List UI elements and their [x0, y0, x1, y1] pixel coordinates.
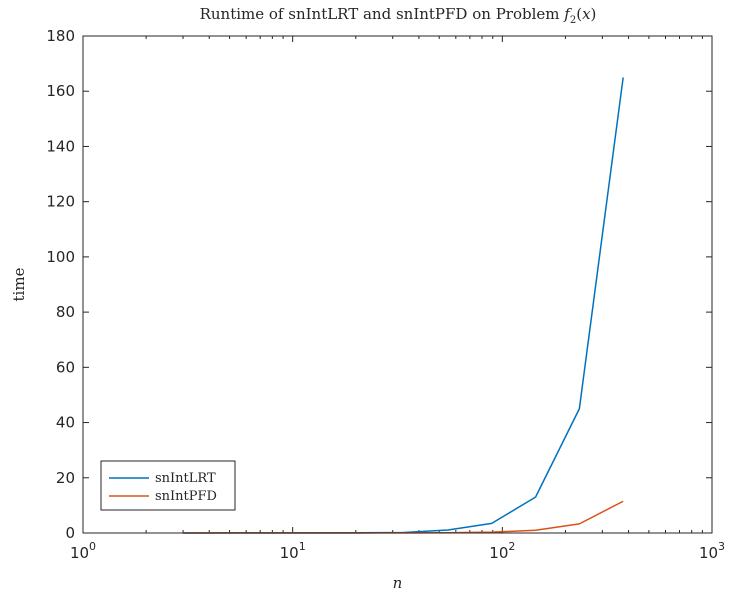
x-tick-label: 101: [280, 540, 306, 562]
series-line-sn-int-pfd: [183, 500, 624, 534]
x-tick-label: 100: [70, 540, 96, 562]
y-tick-label: 40: [56, 414, 75, 432]
y-tick-label: 100: [46, 248, 75, 266]
chart-title-open-paren: (: [576, 5, 582, 23]
x-tick-label: 102: [489, 540, 515, 562]
y-tick-label: 140: [46, 137, 75, 155]
chart-title-close-paren: ): [591, 5, 597, 23]
y-tick-label: 0: [65, 524, 75, 542]
chart-title-variable: x: [582, 5, 591, 23]
x-tick-label-exponent: 3: [718, 540, 725, 553]
y-tick-label: 180: [46, 27, 75, 45]
legend: snIntLRT snIntPFD: [100, 460, 236, 511]
y-tick-label: 60: [56, 358, 75, 376]
chart-title-prefix: Runtime of snIntLRT and snIntPFD on Prob…: [200, 5, 565, 23]
legend-box: [100, 460, 236, 511]
chart-title-function: f: [563, 5, 572, 23]
x-tick-label-exponent: 2: [508, 540, 515, 553]
x-tick-label-exponent: 1: [299, 540, 306, 553]
x-tick-label-exponent: 0: [89, 540, 96, 553]
y-tick-label: 20: [56, 469, 75, 487]
chart-title: Runtime of snIntLRT and snIntPFD on Prob…: [200, 5, 597, 26]
data-lines: [183, 77, 624, 534]
axis-ticks: [82, 35, 713, 534]
x-tick-label: 103: [699, 540, 725, 562]
y-tick-label: 120: [46, 193, 75, 211]
x-tick-label-base: 10: [70, 544, 89, 562]
y-tick-label: 80: [56, 303, 75, 321]
y-axis-label: time: [10, 267, 28, 301]
series-line-sn-int-lrt: [183, 77, 624, 534]
x-axis-label: n: [393, 574, 403, 592]
x-tick-label-base: 10: [489, 544, 508, 562]
x-tick-label-base: 10: [699, 544, 718, 562]
legend-label-sn-int-lrt: snIntLRT: [155, 471, 216, 486]
x-tick-label-base: 10: [280, 544, 299, 562]
legend-label-sn-int-pfd: snIntPFD: [155, 489, 217, 504]
chart-title-subscript: 2: [570, 15, 576, 26]
y-tick-label: 160: [46, 82, 75, 100]
plot-area-frame: [82, 35, 713, 534]
